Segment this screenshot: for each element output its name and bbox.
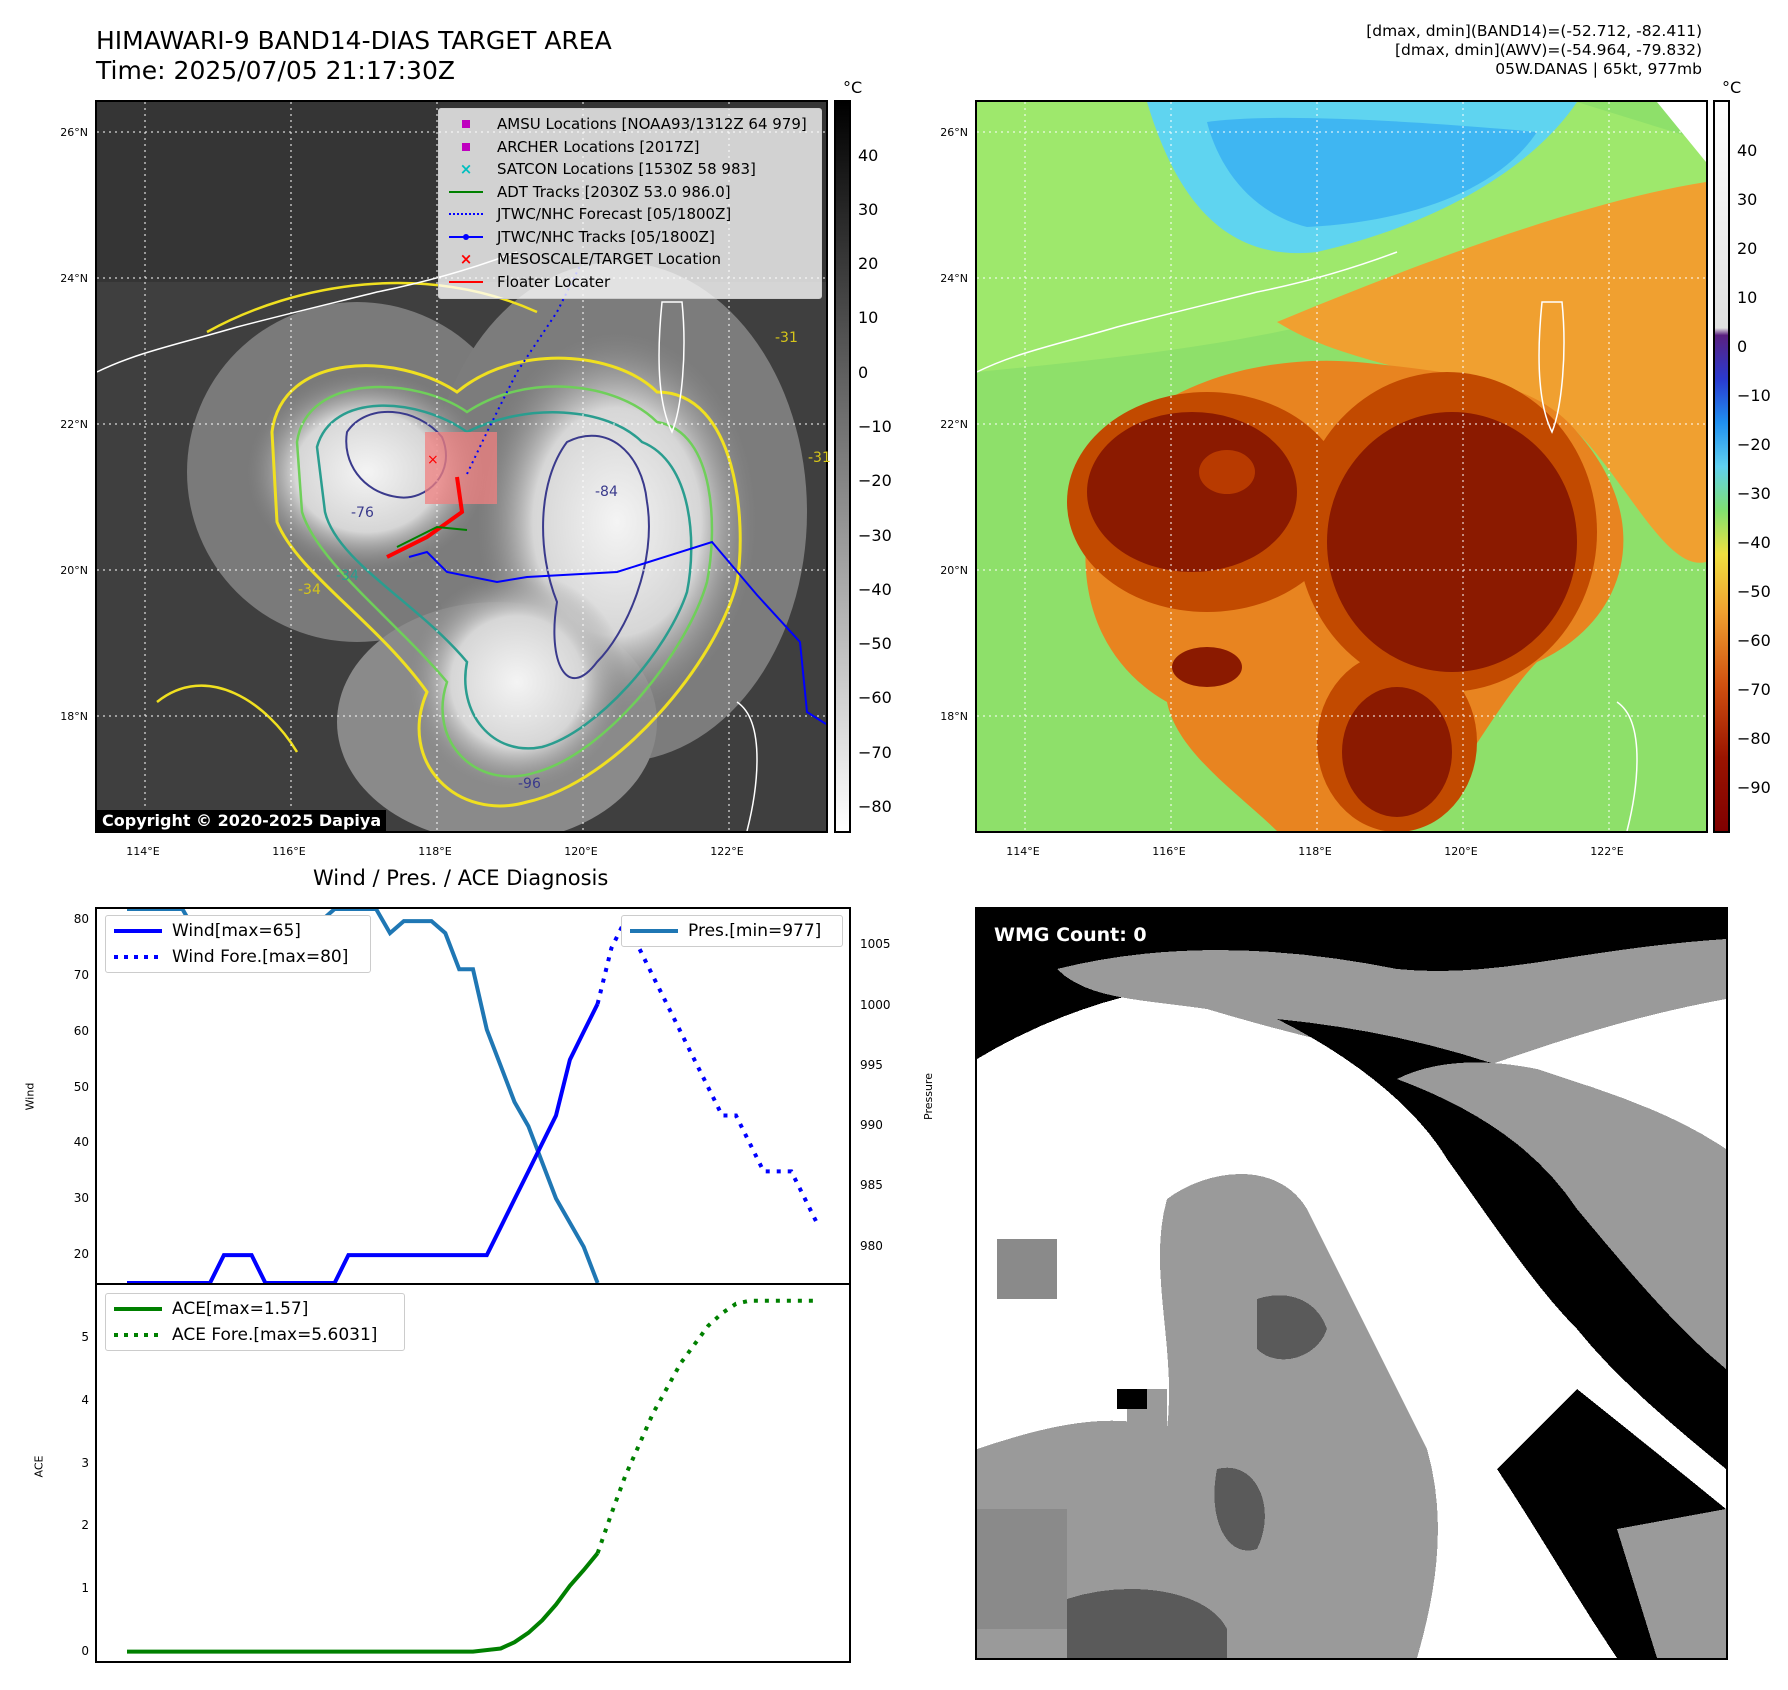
ace-panel: ACE[max=1.57] ACE Fore.[max=5.6031] — [95, 1283, 851, 1663]
ace-tick-label: 4 — [81, 1392, 89, 1407]
contour-label: -96 — [518, 776, 541, 792]
stats-line-2: [dmax, dmin](AWV)=(-54.964, -79.832) — [1395, 41, 1702, 59]
color-colorbar-unit: °C — [1722, 78, 1742, 97]
wind-forecast-series-line — [595, 915, 821, 1229]
wind-tick-label: 70 — [73, 967, 89, 982]
contour-label: -34 — [298, 582, 321, 598]
wind-tick-label: 80 — [73, 912, 89, 927]
wmg-count-label: WMG Count: 0 — [987, 921, 1154, 949]
wind-tick-label: 20 — [73, 1247, 89, 1262]
contour-label: -31 — [775, 330, 798, 346]
ace-tick-label: 5 — [81, 1330, 89, 1345]
ace-forecast-series-line — [595, 1298, 819, 1554]
legend-item-amsu: AMSU Locations [NOAA93/1312Z 64 979] — [447, 113, 813, 136]
legend-item-floater: Floater Locater — [447, 271, 813, 294]
legend-item-satcon: × SATCON Locations [1530Z 58 983] — [459, 160, 756, 179]
wind-tick-label: 30 — [73, 1191, 89, 1206]
legend-ace: ACE[max=1.57] — [114, 1299, 309, 1319]
pressure-tick-label: 995 — [860, 1057, 883, 1072]
title-line-2: Time: 2025/07/05 21:17:30Z — [96, 56, 455, 85]
legend-wind-fore: Wind Fore.[max=80] — [114, 947, 349, 967]
contour-label: -34 — [336, 568, 359, 584]
pressure-legend: Pres.[min=977] — [621, 915, 843, 947]
wind-axis-label: Wind — [23, 1082, 37, 1111]
ace-legend: ACE[max=1.57] ACE Fore.[max=5.6031] — [105, 1293, 405, 1351]
wind-pressure-panel: Wind[max=65] Wind Fore.[max=80] Pres.[mi… — [95, 907, 851, 1285]
ace-tick-label: 0 — [81, 1643, 89, 1658]
pressure-tick-label: 1005 — [860, 937, 891, 952]
legend-ace-fore: ACE Fore.[max=5.6031] — [114, 1325, 378, 1345]
ace-series-line — [127, 1551, 600, 1654]
wmg-panel: WMG Count: 0 — [975, 907, 1728, 1660]
ace-plot — [127, 1298, 819, 1654]
wind-tick-label: 60 — [73, 1023, 89, 1038]
stats-line-1: [dmax, dmin](BAND14)=(-52.712, -82.411) — [1366, 22, 1702, 40]
legend-item-jtwc-tracks: JTWC/NHC Tracks [05/1800Z] — [447, 226, 813, 249]
wind-tick-label: 40 — [73, 1135, 89, 1150]
gray-colorbar-unit: °C — [843, 78, 863, 97]
legend-item-archer: ARCHER Locations [2017Z] — [447, 136, 813, 159]
stats-line-3: 05W.DANAS | 65kt, 977mb — [1495, 60, 1702, 78]
pressure-tick-label: 980 — [860, 1238, 883, 1253]
legend-pressure: Pres.[min=977] — [630, 921, 822, 941]
color-colorbar — [1713, 100, 1730, 833]
pressure-tick-label: 985 — [860, 1178, 883, 1193]
contour-label: -31 — [808, 450, 831, 466]
ir-map-panel: × Copyright © 2020-2025 Dapiya AMSU Loca… — [95, 100, 828, 833]
legend-item-jtwc-forecast: JTWC/NHC Forecast [05/1800Z] — [447, 203, 813, 226]
ace-tick-label: 3 — [81, 1455, 89, 1470]
legend-item-mesoscale: × MESOSCALE/TARGET Location — [459, 250, 722, 269]
title-line-1: HIMAWARI-9 BAND14-DIAS TARGET AREA — [96, 26, 612, 55]
gray-colorbar — [834, 100, 851, 833]
stats-block: [dmax, dmin](BAND14)=(-52.712, -82.411) … — [1366, 22, 1702, 79]
awv-map-image — [977, 102, 1706, 831]
ace-tick-label: 2 — [81, 1518, 89, 1533]
legend-item-adt: ADT Tracks [2030Z 53.0 986.0] — [447, 181, 813, 204]
contour-label: -76 — [351, 505, 374, 521]
ace-axis-label: ACE — [32, 1455, 46, 1478]
legend-wind: Wind[max=65] — [114, 921, 301, 941]
ace-tick-label: 1 — [81, 1580, 89, 1595]
awv-map-panel — [975, 100, 1708, 833]
wind-series-line — [127, 1003, 600, 1283]
copyright-label: Copyright © 2020-2025 Dapiya — [97, 810, 387, 831]
figure-title: HIMAWARI-9 BAND14-DIAS TARGET AREA Time:… — [96, 26, 612, 86]
wind-tick-label: 50 — [73, 1079, 89, 1094]
diagnosis-title: Wind / Pres. / ACE Diagnosis — [313, 866, 609, 890]
pressure-tick-label: 990 — [860, 1118, 883, 1133]
pressure-axis-label: Pressure — [921, 1073, 935, 1120]
map-legend: AMSU Locations [NOAA93/1312Z 64 979] ARC… — [438, 108, 822, 299]
wmg-image — [977, 909, 1726, 1658]
svg-text:×: × — [427, 452, 439, 468]
wind-legend: Wind[max=65] Wind Fore.[max=80] — [105, 915, 371, 973]
pressure-tick-label: 1000 — [860, 997, 891, 1012]
contour-label: -84 — [595, 484, 618, 500]
